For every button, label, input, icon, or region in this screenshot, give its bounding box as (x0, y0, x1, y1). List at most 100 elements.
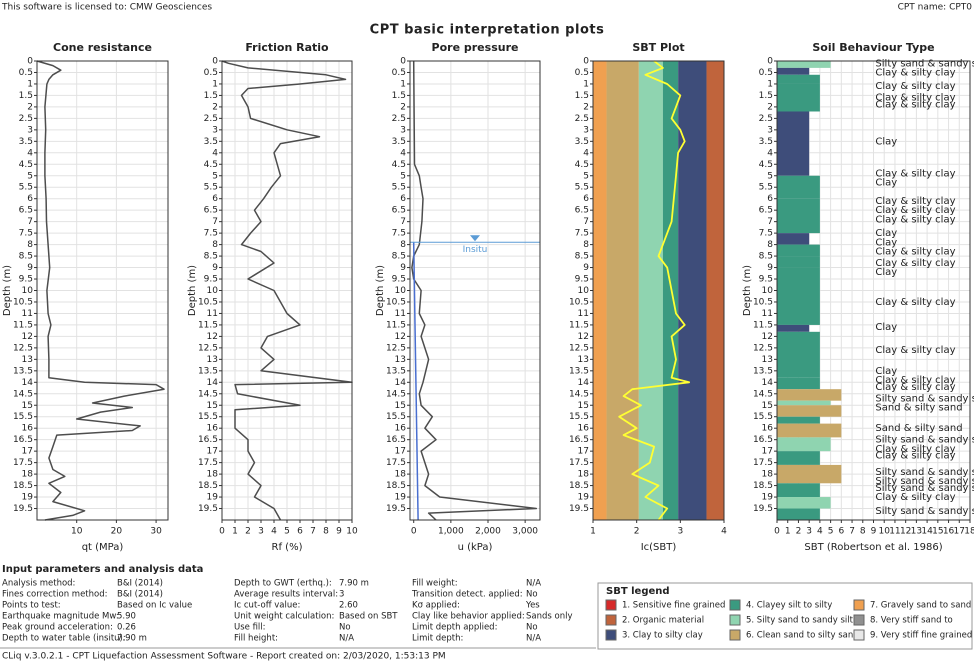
y-tick-label: 10.5 (198, 297, 218, 307)
y-tick-label: 10.5 (569, 297, 589, 307)
x-tick-label: 6 (838, 527, 844, 537)
y-tick-label: 16 (22, 424, 34, 434)
y-tick-label: 18.5 (569, 481, 589, 491)
y-tick-label: 13.5 (198, 366, 218, 376)
x-tick-label: 18 (964, 527, 974, 537)
param-value: No (526, 590, 538, 600)
y-tick-label: 18.5 (198, 481, 218, 491)
y-axis-label: Depth (m) (742, 265, 753, 316)
param-value: Sands only (526, 612, 573, 622)
y-tick-label: 14 (762, 378, 774, 388)
y-tick-label: 1.5 (204, 91, 218, 101)
y-tick-label: 19.5 (198, 504, 218, 514)
param-label: Fines correction method: (2, 590, 107, 600)
y-tick-label: 11.5 (569, 320, 589, 330)
sbt-bar (777, 61, 831, 68)
y-tick-label: 16.5 (569, 435, 589, 445)
param-value: 7.90 m (339, 579, 369, 589)
legend-swatch (729, 599, 741, 611)
y-tick-label: 8.5 (204, 252, 218, 262)
sbt-zone (638, 61, 663, 520)
y-tick-label: 6 (400, 194, 406, 204)
y-tick-label: 0.5 (204, 68, 218, 78)
y-tick-label: 5 (400, 171, 406, 181)
sbt-bar (777, 256, 820, 268)
param-value: Based on SBT (339, 612, 398, 622)
param-value: Yes (525, 601, 540, 611)
y-tick-label: 9.5 (204, 275, 218, 285)
y-tick-label: 19.5 (753, 504, 773, 514)
y-tick-label: 11 (395, 309, 406, 319)
sbt-bar (777, 198, 820, 234)
sbt-label: Clay (875, 228, 897, 239)
y-tick-label: 16 (762, 424, 774, 434)
legend-swatch (605, 629, 617, 641)
y-tick-label: 17.5 (386, 458, 406, 468)
parameters-title: Input parameters and analysis data (2, 564, 203, 575)
y-tick-label: 11.5 (386, 320, 406, 330)
sbt-label: Clay (875, 136, 897, 147)
x-tick-label: 1,000 (438, 527, 464, 537)
legend-label: 7. Gravely sand to sand (870, 601, 971, 611)
y-tick-label: 4 (400, 148, 406, 158)
legend-swatch (729, 614, 741, 626)
y-tick-label: 8 (767, 240, 773, 250)
legend-label: 9. Very stiff fine grained (870, 631, 972, 641)
param-label: Analysis method: (2, 579, 75, 589)
y-tick-label: 10 (207, 286, 219, 296)
param-label: Transition detect. applied: (411, 590, 523, 600)
y-tick-label: 15.5 (753, 412, 773, 422)
y-tick-label: 4.5 (392, 160, 406, 170)
y-tick-label: 3.5 (204, 137, 218, 147)
sbt-bar (777, 497, 831, 509)
sbt-bar (777, 267, 820, 325)
chart-title: Friction Ratio (245, 41, 329, 54)
legend-label: 6. Clean sand to silty sand (746, 631, 859, 641)
y-tick-label: 2.5 (575, 114, 589, 124)
y-axis-label: Depth (m) (2, 265, 13, 316)
y-tick-label: 6.5 (19, 206, 33, 216)
y-tick-label: 13.5 (569, 366, 589, 376)
sbt-bar (777, 400, 831, 406)
param-value: No (339, 623, 351, 633)
y-tick-label: 9 (212, 263, 218, 273)
x-tick-label: 4 (721, 527, 727, 537)
sbt-label: Clay & silty clay (875, 297, 955, 308)
sbt-label: Clay & silty clay (875, 168, 955, 179)
sbt-label: Clay & silty clay (875, 214, 955, 225)
param-value: 0.26 (117, 623, 136, 633)
sbt-bar (777, 508, 820, 520)
sbt-bar (777, 74, 820, 84)
y-tick-label: 4.5 (204, 160, 218, 170)
x-tick-label: 14 (921, 527, 933, 537)
y-tick-label: 1 (767, 79, 773, 89)
y-tick-label: 15 (207, 401, 218, 411)
y-tick-label: 9.5 (392, 275, 406, 285)
y-tick-label: 17 (207, 447, 218, 457)
x-tick-label: 2 (796, 527, 802, 537)
y-tick-label: 7 (583, 217, 589, 227)
y-tick-label: 9 (400, 263, 406, 273)
profile-line (412, 242, 419, 521)
y-tick-label: 2 (767, 102, 773, 112)
y-tick-label: 3 (583, 125, 589, 135)
y-tick-label: 7.5 (575, 229, 589, 239)
y-tick-label: 14.5 (753, 389, 773, 399)
y-tick-label: 1.5 (759, 91, 773, 101)
x-axis-label: Rf (%) (272, 542, 303, 553)
y-tick-label: 6 (27, 194, 33, 204)
sbt-bar (777, 67, 810, 75)
y-tick-label: 16.5 (753, 435, 773, 445)
y-tick-label: 12.5 (386, 343, 406, 353)
y-tick-label: 10 (22, 286, 34, 296)
y-tick-label: 3 (767, 125, 773, 135)
param-value: 5.90 (117, 612, 136, 622)
x-tick-label: 1 (232, 527, 238, 537)
profile-line (36, 60, 165, 521)
y-tick-label: 11 (762, 309, 773, 319)
sbt-bar (777, 111, 810, 176)
y-tick-label: 19.5 (569, 504, 589, 514)
y-tick-label: 2 (212, 102, 218, 112)
x-tick-label: 3 (677, 527, 683, 537)
y-tick-label: 17.5 (569, 458, 589, 468)
